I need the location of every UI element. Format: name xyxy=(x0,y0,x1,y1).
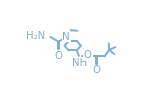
Text: NH: NH xyxy=(72,58,87,68)
Text: O: O xyxy=(92,65,100,75)
Text: H₂N: H₂N xyxy=(26,31,46,41)
Text: O: O xyxy=(84,50,92,60)
Text: O: O xyxy=(55,51,63,61)
Text: N: N xyxy=(62,32,70,42)
